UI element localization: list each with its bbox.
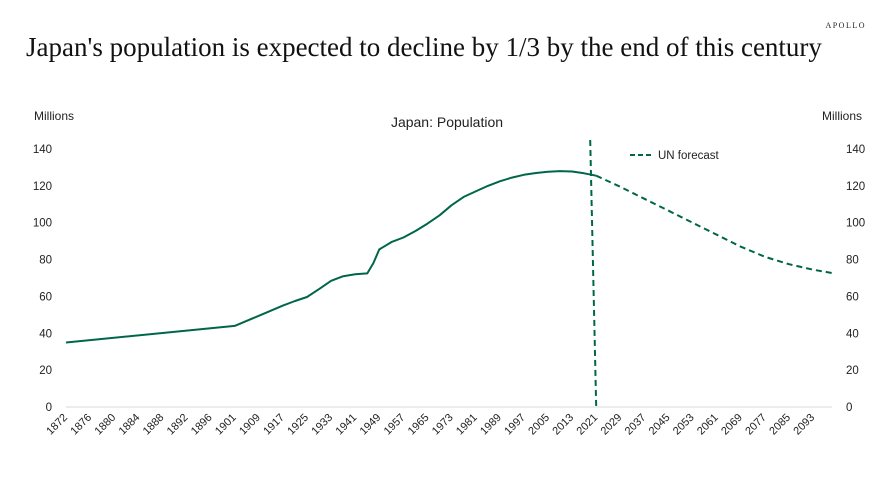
- forecast-line: [595, 174, 835, 275]
- y-tick-right: 120: [846, 181, 865, 193]
- x-tick-label: 1925: [285, 412, 311, 438]
- forecast-start-line: [589, 139, 598, 408]
- x-tick-label: 2005: [526, 412, 552, 438]
- x-tick-label: 1884: [117, 412, 143, 438]
- y-tick-right: 100: [846, 218, 865, 230]
- x-tick-label: 1989: [478, 412, 504, 438]
- x-tick-label: 1997: [502, 412, 528, 438]
- x-tick-label: 1933: [309, 412, 335, 438]
- y-tick-left: 40: [39, 328, 52, 340]
- y-tick-right: 80: [846, 255, 859, 267]
- x-tick-label: 1941: [334, 412, 360, 438]
- x-tick-label: 2053: [671, 412, 697, 438]
- y-tick-right: 140: [846, 144, 865, 156]
- x-tick-label: 1973: [430, 412, 456, 438]
- population-line: [65, 170, 597, 344]
- legend-label: UN forecast: [658, 150, 720, 162]
- y-tick-left: 120: [33, 181, 52, 193]
- x-tick-label: 1917: [261, 412, 287, 438]
- x-tick-label: 2093: [791, 412, 817, 438]
- apollo-logo: APOLLO: [825, 21, 866, 30]
- y-tick-left: 0: [46, 402, 52, 414]
- x-tick-label: 1965: [406, 412, 432, 438]
- y-tick-right: 0: [846, 402, 852, 414]
- x-tick-label: 2029: [599, 412, 625, 438]
- chart-title: Japan: Population: [391, 114, 503, 130]
- x-tick-label: 2085: [767, 412, 793, 438]
- y-tick-left: 20: [39, 365, 52, 377]
- x-tick-label: 1880: [93, 412, 119, 438]
- x-tick-label: 2013: [550, 412, 576, 438]
- x-tick-label: 2061: [695, 412, 721, 438]
- x-tick-label: 1957: [382, 412, 408, 438]
- x-tick-label: 2077: [743, 412, 769, 438]
- x-tick-label: 2037: [623, 412, 649, 438]
- x-tick-label: 1892: [165, 412, 191, 438]
- x-tick-label: 1876: [68, 412, 94, 438]
- y-tick-left: 80: [39, 255, 52, 267]
- x-tick-label: 2021: [575, 412, 601, 438]
- x-tick-label: 1909: [237, 412, 263, 438]
- y-tick-right: 60: [846, 291, 859, 303]
- x-tick-label: 2045: [647, 412, 673, 438]
- x-tick-label: 2069: [719, 412, 745, 438]
- x-tick-label: 1896: [189, 412, 215, 438]
- x-tick-label: 1872: [44, 412, 70, 438]
- x-tick-label: 1981: [454, 412, 480, 438]
- x-tick-label: 1949: [358, 412, 384, 438]
- x-tick-label: 1901: [213, 412, 239, 438]
- right-axis-label: Millions: [822, 109, 862, 123]
- left-axis-label: Millions: [34, 109, 74, 123]
- y-tick-left: 60: [39, 291, 52, 303]
- page-title: Japan's population is expected to declin…: [26, 32, 822, 62]
- y-tick-right: 40: [846, 328, 859, 340]
- x-tick-label: 1888: [141, 412, 167, 438]
- y-tick-right: 20: [846, 365, 859, 377]
- y-tick-left: 100: [33, 218, 52, 230]
- y-tick-left: 140: [33, 144, 52, 156]
